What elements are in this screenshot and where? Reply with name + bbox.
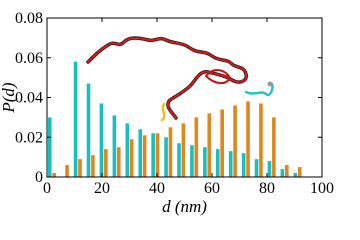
y-tick-label: 0.08 xyxy=(15,10,43,27)
protein-ribbon xyxy=(87,37,248,119)
bar xyxy=(142,135,147,177)
y-tick-label: 0.02 xyxy=(15,129,43,146)
protein-yellow xyxy=(160,102,166,122)
bar xyxy=(65,165,69,177)
bar xyxy=(125,123,130,177)
y-tick-label: 0.04 xyxy=(15,90,43,107)
x-tick-label: 40 xyxy=(149,180,165,197)
x-tick-label: 100 xyxy=(310,180,334,197)
x-tick-label: 20 xyxy=(94,180,110,197)
bar xyxy=(181,123,186,177)
protein-loop xyxy=(205,69,231,84)
bar xyxy=(104,149,108,177)
bar xyxy=(190,145,194,177)
y-axis-label: P(d) xyxy=(0,82,18,114)
bar xyxy=(228,151,233,177)
bar xyxy=(164,137,168,177)
bar xyxy=(151,133,155,177)
bar xyxy=(177,143,181,177)
x-tick-label: 0 xyxy=(43,180,51,197)
bar xyxy=(47,117,52,177)
protein-illustration xyxy=(86,36,274,122)
bar xyxy=(267,161,272,177)
x-tick-label: 60 xyxy=(204,180,220,197)
protein-cyan xyxy=(244,82,274,97)
bar xyxy=(99,103,104,177)
bar xyxy=(207,113,212,177)
bar xyxy=(116,147,121,177)
bar xyxy=(259,103,263,177)
bar xyxy=(112,115,117,177)
bars xyxy=(47,61,302,177)
bar xyxy=(78,159,82,177)
bar xyxy=(293,173,298,177)
bar xyxy=(155,133,160,177)
x-tick-label: 80 xyxy=(259,180,275,197)
bar xyxy=(138,129,143,177)
bar xyxy=(254,159,259,177)
bar xyxy=(233,105,237,177)
bar xyxy=(280,169,285,177)
bar xyxy=(285,165,289,177)
bar xyxy=(215,149,220,177)
bar xyxy=(220,109,224,177)
y-tick-label: 0 xyxy=(35,169,43,186)
bar xyxy=(129,139,134,177)
bar xyxy=(86,83,91,177)
bar xyxy=(168,127,173,177)
bar xyxy=(241,153,246,177)
bar xyxy=(272,117,276,177)
bar xyxy=(203,147,207,177)
bar xyxy=(297,167,302,177)
protein-end xyxy=(267,81,273,87)
y-tick-label: 0.06 xyxy=(15,50,43,67)
bar xyxy=(73,61,78,177)
bar xyxy=(246,101,250,177)
bar xyxy=(52,173,56,177)
x-axis-label: d (nm) xyxy=(162,197,207,216)
bar xyxy=(194,117,199,177)
bar xyxy=(91,155,95,177)
